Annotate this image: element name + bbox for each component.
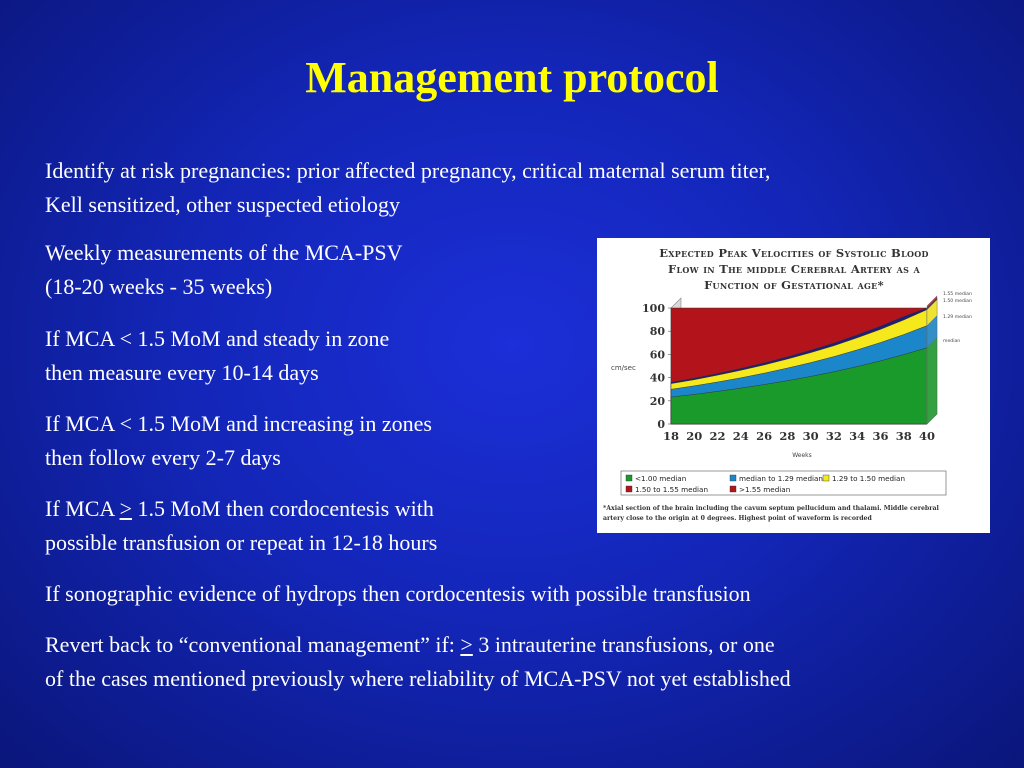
y-tick-20: 20 [650,395,666,408]
y-tick-60: 60 [650,348,666,361]
legend-swatch-2 [822,474,830,482]
x-tick-30: 30 [803,429,819,443]
bullet-cordo-line2: possible transfusion or repeat in 12-18 … [45,530,438,555]
legend-label-4: >1.55 median [739,485,790,494]
x-tick-20: 20 [686,429,702,443]
bullet-cordocentesis: If MCA > 1.5 MoM then cordocentesis with… [45,492,437,560]
legend-swatch-3 [625,485,633,493]
bullet-increasing-post: 1.5 MoM and increasing in zones [131,411,432,436]
slide-title: Management protocol [305,53,719,102]
x-tick-18: 18 [663,429,679,443]
x-tick-28: 28 [779,429,795,443]
bullet-steady-symbol: < [119,326,132,351]
legend-swatch-0 [625,474,633,482]
x-tick-24: 24 [733,429,749,443]
x-tick-40: 40 [919,429,935,443]
y-axis-label: cm/sec [611,364,636,372]
bullet-steady-line2: then measure every 10-14 days [45,360,319,385]
curve-label-2: 1.29 median [943,314,972,320]
bullet-increasing-symbol: < [119,411,132,436]
legend-box [620,470,947,496]
right-face-strip-4 [926,295,938,309]
y-tick-80: 80 [650,325,666,338]
chart-title-line-2: Flow in The middle Cerebral Artery as a [668,262,920,276]
x-tick-34: 34 [849,429,865,443]
bullet-cordo-symbol: > [119,496,132,521]
bullet-increasing-pre: If MCA [45,411,120,436]
legend-swatch-4 [729,485,737,493]
bullet-weekly-line1: Weekly measurements of the MCA-PSV [45,240,403,265]
bullet-cordo-post: 1.5 MoM then cordocentesis with [131,496,434,521]
bullet-revert-post: 3 intrauterine transfusions, or one [472,632,775,657]
x-tick-36: 36 [872,429,888,443]
chart-title-line-1: Expected Peak Velocities of Systolic Blo… [659,246,929,260]
y-tick-40: 40 [650,372,666,385]
chart-footnote-line-1: *Axial section of the brain including th… [603,505,940,512]
bullet-revert-line2: of the cases mentioned previously where … [45,666,791,691]
legend-label-2: 1.29 to 1.50 median [832,474,905,483]
curve-label-3: median [943,338,960,344]
mca-psv-chart: Expected Peak Velocities of Systolic Blo… [597,238,990,533]
bullet-weekly-measurements: Weekly measurements of the MCA-PSV (18-2… [45,236,403,304]
y-tick-100: 100 [642,302,665,315]
curve-label-0: 1.55 median [943,291,972,297]
x-tick-38: 38 [896,429,912,443]
bullet-revert-symbol: > [460,632,473,657]
bullet-revert: Revert back to “conventional management”… [45,628,791,696]
bullet-weekly-line2: (18-20 weeks - 35 weeks) [45,274,273,299]
bullet-steady-post: 1.5 MoM and steady in zone [131,326,390,351]
bullet-increasing-zones: If MCA < 1.5 MoM and increasing in zones… [45,407,432,475]
x-tick-32: 32 [826,429,842,443]
chart-svg: Expected Peak Velocities of Systolic Blo… [603,246,972,522]
bullet-identify-risk-line2: Kell sensitized, other suspected etiolog… [45,192,400,217]
legend-label-1: median to 1.29 median [739,474,823,483]
x-tick-26: 26 [756,429,772,443]
bullet-identify-risk-line1: Identify at risk pregnancies: prior affe… [45,158,771,183]
x-axis-label: Weeks [792,452,812,459]
curve-label-1: 1.50 median [943,298,972,304]
chart-footnote-line-2: artery close to the origin at 0 degrees.… [603,515,872,522]
chart-title-line-3: Function of Gestational age* [704,278,884,292]
bullet-hydrops: If sonographic evidence of hydrops then … [45,577,751,611]
y-tick-0: 0 [657,418,665,431]
bullet-hydrops-line1: If sonographic evidence of hydrops then … [45,581,751,606]
bullet-steady-zone: If MCA < 1.5 MoM and steady in zone then… [45,322,389,390]
x-tick-22: 22 [710,429,726,443]
legend-swatch-1 [729,474,737,482]
legend-label-0: <1.00 median [635,474,686,483]
bullet-increasing-line2: then follow every 2-7 days [45,445,281,470]
bullet-identify-risk: Identify at risk pregnancies: prior affe… [45,154,770,222]
bullet-steady-pre: If MCA [45,326,120,351]
bullet-revert-pre: Revert back to “conventional management”… [45,632,461,657]
legend-label-3: 1.50 to 1.55 median [635,485,708,494]
right-face-strip-0 [926,337,938,425]
bullet-cordo-pre: If MCA [45,496,120,521]
